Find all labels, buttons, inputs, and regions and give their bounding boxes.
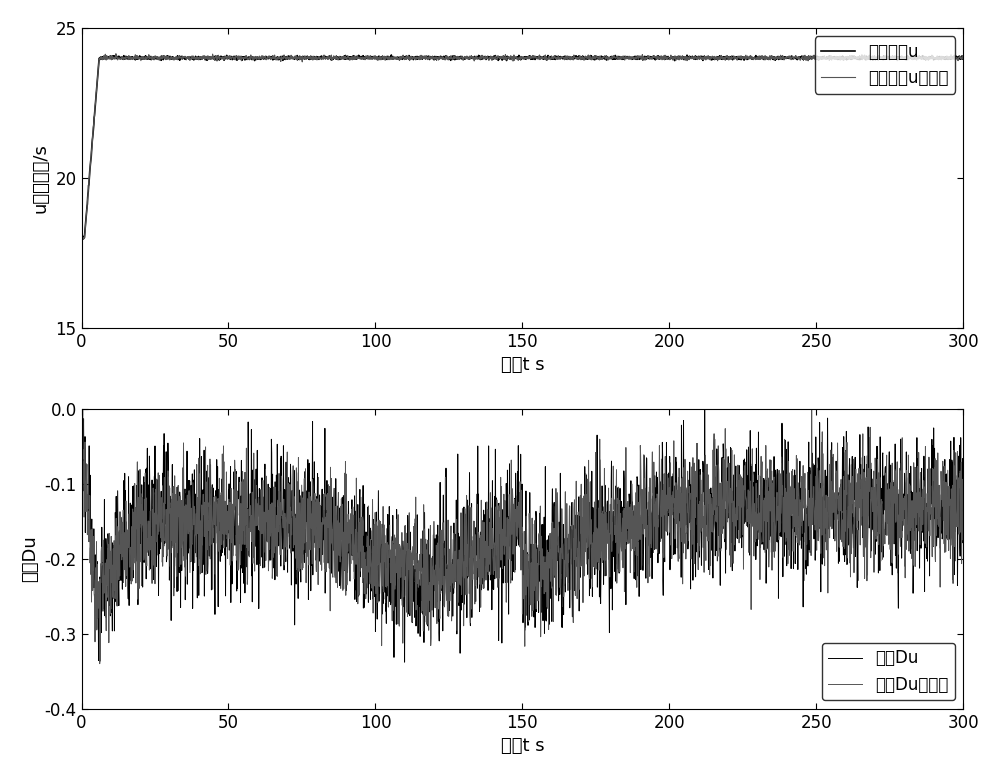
纵向速度u: [427, 53, 439, 62]
纵向速度u: [77, 234, 89, 243]
Line: 纵向速度u: 纵向速度u: [82, 55, 963, 238]
扰动Du: [499, 578, 511, 587]
纵向速度u估计値: [76, 233, 88, 242]
扰动Du: [957, 504, 969, 514]
扰动Du估计値: [499, 499, 511, 508]
Line: 扰动Du估计値: 扰动Du估计値: [82, 406, 963, 663]
Legend: 纵向速度u, 纵向速度u估计値: 纵向速度u, 纵向速度u估计値: [815, 36, 955, 94]
扰动Du: [427, 566, 439, 575]
纵向速度u: [500, 53, 512, 62]
纵向速度u估计値: [427, 53, 439, 62]
扰动Du: [399, 657, 411, 667]
Line: 扰动Du: 扰动Du: [82, 404, 963, 662]
扰动Du估计値: [918, 492, 930, 501]
纵向速度u: [76, 231, 88, 241]
扰动Du: [918, 452, 930, 461]
Legend: 扰动Du, 扰动Du估计値: 扰动Du, 扰动Du估计値: [822, 643, 955, 701]
纵向速度u估计値: [369, 51, 381, 61]
扰动Du估计値: [76, 466, 88, 476]
扰动Du估计値: [957, 508, 969, 517]
纵向速度u: [368, 54, 380, 63]
扰动Du估计値: [806, 401, 818, 411]
扰动Du: [251, 445, 263, 455]
扰动Du: [76, 438, 88, 448]
扰动Du: [611, 562, 623, 571]
纵向速度u估计値: [252, 53, 264, 62]
纵向速度u: [918, 54, 930, 64]
纵向速度u估计値: [110, 49, 122, 58]
Y-axis label: 扰动Du: 扰动Du: [21, 535, 39, 582]
纵向速度u: [957, 52, 969, 61]
纵向速度u估计値: [500, 53, 512, 62]
扰动Du估计値: [427, 560, 439, 570]
扰动Du: [368, 591, 380, 600]
纵向速度u估计値: [611, 53, 623, 62]
X-axis label: 时间t s: 时间t s: [501, 356, 544, 374]
扰动Du估计値: [611, 578, 623, 587]
扰动Du估计値: [94, 659, 106, 668]
扰动Du: [699, 400, 711, 409]
Line: 纵向速度u估计値: 纵向速度u估计値: [82, 54, 963, 239]
纵向速度u: [252, 54, 264, 63]
纵向速度u估计値: [957, 54, 969, 64]
扰动Du估计値: [252, 514, 264, 523]
纵向速度u估计値: [78, 234, 90, 244]
纵向速度u: [385, 50, 397, 60]
扰动Du估计値: [368, 520, 380, 529]
纵向速度u: [611, 53, 623, 62]
Y-axis label: u估计値。/s: u估计値。/s: [32, 143, 50, 213]
纵向速度u估计値: [918, 52, 930, 61]
X-axis label: 时间t s: 时间t s: [501, 737, 544, 755]
